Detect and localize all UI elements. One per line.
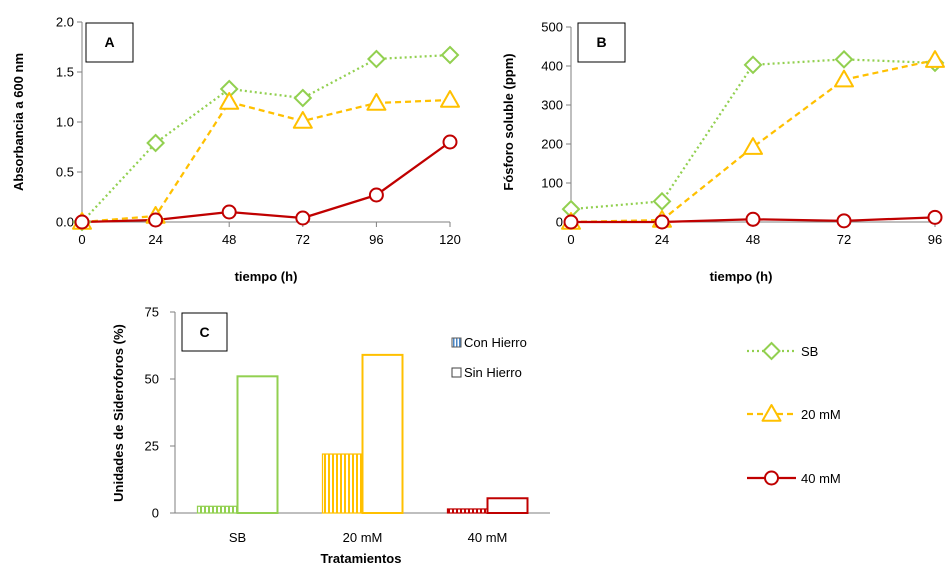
series-legend-marker-40-mm <box>764 470 779 486</box>
panel-c-letter-box <box>181 312 228 352</box>
panel-b-point-sb <box>652 191 672 211</box>
panel-b-point-sb <box>834 49 854 69</box>
panel-a-point-40-mm <box>148 212 164 228</box>
panel-a-x-tick-label: 24 <box>148 232 162 247</box>
panel-a-point-sb <box>366 49 386 69</box>
panel-a-letter: A <box>104 34 114 50</box>
panel-c-category-label-40-mm: 40 mM <box>468 530 508 545</box>
panel-b-y-tick-label: 500 <box>541 20 563 35</box>
chart-panel-a: A Absorbancia a 600 nm tiempo (h) 0.0 0.5… <box>11 15 461 285</box>
panel-b-x-tick-label: 48 <box>746 232 760 247</box>
panel-b-y-tick-label: 100 <box>541 176 563 191</box>
panel-a-point-40-mm <box>442 134 458 150</box>
panel-b-point-20-mm <box>834 69 854 88</box>
legend-swatch-sin-hierro <box>451 367 462 378</box>
panel-b-point-sb <box>743 55 763 75</box>
panel-b-letter: B <box>596 34 606 50</box>
series-legend: SB 20 mM 40 mM <box>747 341 841 486</box>
panel-c-y-tick-label: 75 <box>145 305 159 320</box>
panel-b-x-tick-label: 0 <box>567 232 574 247</box>
panel-a-point-20-mm <box>366 93 387 111</box>
panel-a-point-20-mm <box>292 111 313 129</box>
panel-a-x-tick-label: 96 <box>369 232 383 247</box>
panel-b-point-40-mm <box>745 211 761 227</box>
panel-b-point-40-mm <box>836 213 852 229</box>
panel-a-point-sb <box>146 133 166 153</box>
panel-a-point-sb <box>293 88 313 108</box>
panel-c-y-axis-title: Unidades de Sideroforos (%) <box>111 324 126 502</box>
bar-legend: Con Hierro Sin Hierro <box>451 335 527 380</box>
panel-a-point-20-mm <box>440 90 460 108</box>
bar-sin-hierro-sb <box>236 375 279 514</box>
panel-a-point-20-mm <box>219 92 240 110</box>
legend-swatch-con-hierro <box>451 337 462 348</box>
panel-c-y-tick-label: 25 <box>145 439 159 454</box>
panel-b-point-40-mm <box>654 214 670 230</box>
panel-b-point-40-mm <box>563 214 579 230</box>
panel-a-y-tick-label: 0.0 <box>56 215 74 230</box>
legend-label-con-hierro: Con Hierro <box>464 335 527 350</box>
panel-a-y-axis-title: Absorbancia a 600 nm <box>11 53 26 191</box>
panel-a-y-tick-label: 1.5 <box>56 65 74 80</box>
panel-b-x-tick-label: 24 <box>655 232 669 247</box>
panel-a-point-40-mm <box>221 204 237 220</box>
bar-sin-hierro-40-mm <box>486 497 529 515</box>
bar-con-hierro-20-mm <box>321 453 364 514</box>
panel-a-y-tick-label: 0.5 <box>56 165 74 180</box>
panel-b-y-axis-title: Fósforo soluble (ppm) <box>501 53 516 190</box>
series-legend-label-20-mm: 20 mM <box>801 407 841 422</box>
panel-a-x-axis-title: tiempo (h) <box>235 269 298 284</box>
panel-c-y-tick-label: 0 <box>152 506 159 521</box>
panel-b-series-line-20-mm <box>570 59 936 224</box>
panel-a-point-sb <box>440 45 460 65</box>
bar-sin-hierro-20-mm <box>361 353 404 514</box>
panel-a-point-40-mm <box>295 210 311 226</box>
series-legend-marker-sb <box>762 341 781 361</box>
series-legend-label-sb: SB <box>801 344 818 359</box>
panel-b-point-20-mm <box>743 137 763 155</box>
series-legend-marker-20-mm <box>761 404 782 422</box>
panel-b-letter-box <box>577 22 626 63</box>
chart-panel-b: B Fósforo soluble (ppm) tiempo (h) 0 100 2… <box>501 20 945 284</box>
panel-b-series-line-sb <box>570 58 936 211</box>
panel-a-x-tick-label: 120 <box>439 232 461 247</box>
panel-b-y-tick-label: 200 <box>541 137 563 152</box>
panel-b-y-tick-label: 300 <box>541 98 563 113</box>
panel-b-point-20-mm <box>925 50 945 68</box>
bar-con-hierro-40-mm <box>446 508 489 514</box>
panel-a-x-tick-label: 72 <box>296 232 310 247</box>
panel-b-x-axis-title: tiempo (h) <box>710 269 773 284</box>
panel-c-x-axis-title: Tratamientos <box>321 551 402 566</box>
panel-b-y-tick-label: 400 <box>541 59 563 74</box>
panel-b-y-tick-label: 0 <box>556 215 563 230</box>
bar-con-hierro-sb <box>196 505 239 514</box>
panel-a-y-tick-label: 2.0 <box>56 15 74 30</box>
panel-c-category-label-sb: SB <box>229 530 246 545</box>
panel-c-y-tick-label: 50 <box>145 372 159 387</box>
panel-a-point-40-mm <box>74 214 90 230</box>
panel-a-letter-box <box>85 22 134 63</box>
panel-b-x-tick-label: 96 <box>928 232 942 247</box>
legend-label-sin-hierro: Sin Hierro <box>464 365 522 380</box>
panel-a-point-40-mm <box>368 187 384 203</box>
panel-a-series-line-sb <box>81 53 451 223</box>
panel-b-point-40-mm <box>927 209 943 225</box>
panel-a-x-tick-label: 48 <box>222 232 236 247</box>
panel-c-category-label-20-mm: 20 mM <box>343 530 383 545</box>
panel-a-y-tick-label: 1.0 <box>56 115 74 130</box>
series-legend-label-40-mm: 40 mM <box>801 471 841 486</box>
panel-a-x-tick-label: 0 <box>78 232 85 247</box>
chart-panel-c: C Unidades de Sideroforos (%) Tratamient… <box>111 305 550 566</box>
panel-c-letter: C <box>199 324 209 340</box>
panel-b-x-tick-label: 72 <box>837 232 851 247</box>
panel-a-series-line-20-mm <box>81 98 451 224</box>
panel-a-series-line-40-mm <box>81 141 451 224</box>
